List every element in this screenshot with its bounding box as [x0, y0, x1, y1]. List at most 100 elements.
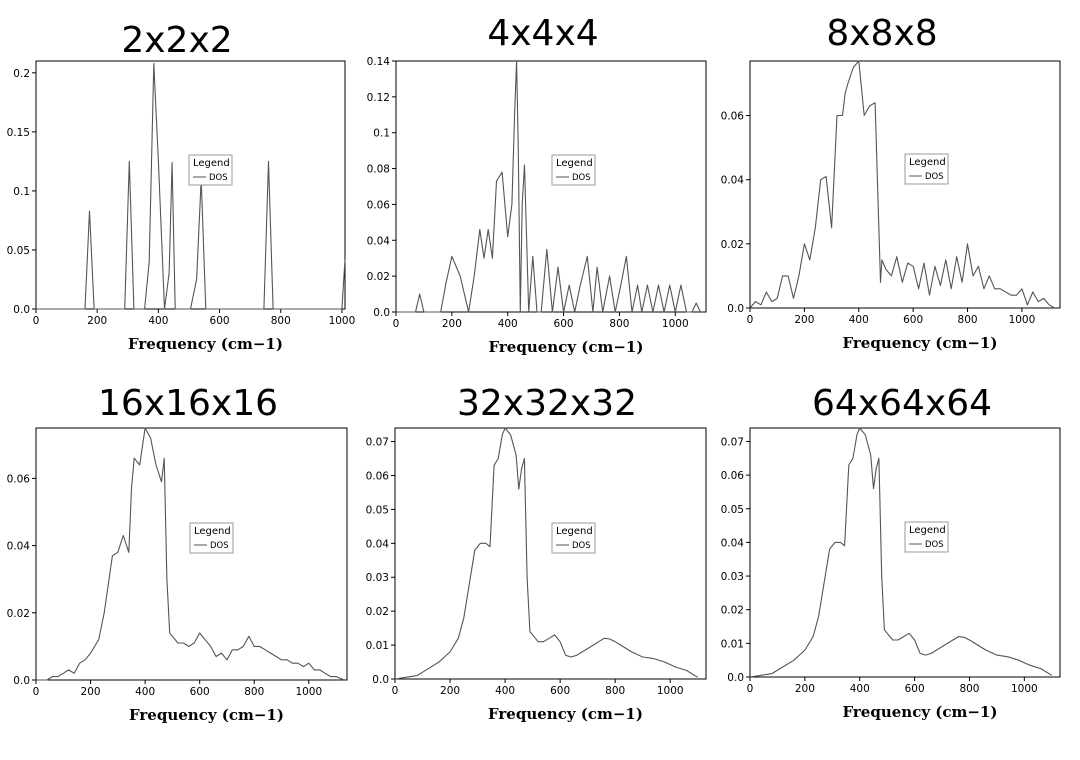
- chart-panel-32x32x32: 32x32x32 0 200 400 600 800 1000 0.0 0.01 0.02 0.03…: [366, 383, 707, 723]
- y-tick-label: 0.03: [366, 572, 389, 584]
- y-tick-label: 0.06: [367, 199, 391, 211]
- plot-frame: [749, 60, 1061, 309]
- x-axis-label: Frequency (cm−1): [489, 338, 644, 356]
- y-tick-label: 0.04: [366, 538, 390, 550]
- x-tick-label: 600: [905, 683, 925, 695]
- y-tick-label: 0.02: [367, 271, 390, 283]
- legend-box: [189, 522, 234, 554]
- y-tick-label: 0.0: [372, 674, 389, 686]
- x-tick-label: 0: [33, 686, 40, 698]
- y-tick-label: 0.01: [721, 638, 744, 650]
- y-tick-label: 0.04: [721, 537, 745, 549]
- plot-frame: [35, 427, 348, 681]
- y-tick-label: 0.06: [7, 473, 31, 485]
- legend-title: Legend: [556, 158, 593, 169]
- y-tick-label: 0.0: [373, 307, 390, 319]
- plot-frame: [394, 427, 707, 680]
- y-tick-label: 0.08: [367, 164, 390, 176]
- x-tick-label: 0: [393, 318, 400, 330]
- x-axis-label: Frequency (cm−1): [128, 335, 283, 353]
- x-tick-label: 400: [495, 685, 515, 697]
- series-line-dos: [36, 427, 345, 681]
- x-tick-label: 1000: [329, 315, 356, 327]
- x-tick-label: 200: [795, 683, 815, 695]
- plot-frame: [749, 427, 1061, 678]
- legend-entry-dos: DOS: [210, 541, 229, 551]
- x-tick-label: 200: [87, 315, 107, 327]
- chart-title: 2x2x2: [121, 20, 232, 61]
- legend: Legend DOS: [551, 522, 596, 554]
- y-tick-label: 0.0: [727, 672, 744, 684]
- legend: Legend DOS: [189, 522, 234, 554]
- x-tick-label: 800: [605, 685, 625, 697]
- x-tick-label: 600: [210, 315, 230, 327]
- series-line-dos: [749, 427, 1053, 678]
- y-tick-label: 0.05: [721, 504, 744, 516]
- x-tick-label: 800: [271, 315, 291, 327]
- plot-frame: [395, 60, 707, 313]
- chart-panel-64x64x64: 64x64x64 0 200 400 600 800 1000 0.0 0.01 0.02 0.03…: [721, 383, 1061, 721]
- x-axis-label: Frequency (cm−1): [129, 706, 284, 724]
- legend-title: Legend: [909, 525, 946, 536]
- y-tick-label: 0.1: [373, 128, 390, 140]
- x-axis-label: Frequency (cm−1): [843, 334, 998, 352]
- chart-title: 32x32x32: [457, 383, 637, 424]
- legend-box: [551, 154, 596, 186]
- y-tick-label: 0.04: [367, 235, 391, 247]
- legend: Legend DOS: [188, 154, 233, 186]
- y-tick-label: 0.06: [721, 470, 745, 482]
- x-tick-label: 800: [959, 683, 979, 695]
- y-tick-label: 0.02: [721, 605, 744, 617]
- legend-box: [904, 521, 949, 553]
- legend-box: [551, 522, 596, 554]
- y-tick-label: 0.05: [366, 504, 389, 516]
- x-tick-label: 600: [550, 685, 570, 697]
- y-tick-label: 0.04: [721, 175, 745, 187]
- y-tick-label: 0.02: [366, 606, 389, 618]
- y-tick-label: 0.07: [721, 436, 744, 448]
- y-tick-label: 0.07: [366, 437, 389, 449]
- x-tick-label: 0: [33, 315, 40, 327]
- x-axis-label: Frequency (cm−1): [488, 705, 643, 723]
- y-tick-label: 0.06: [721, 111, 745, 123]
- chart-title: 4x4x4: [487, 13, 598, 54]
- chart-panel-8x8x8: 8x8x8 0 200 400 600 800 1000 0.0 0.02 0.04 0.06 Fre…: [721, 13, 1061, 352]
- x-tick-label: 400: [148, 315, 168, 327]
- legend-title: Legend: [193, 158, 230, 169]
- y-tick-label: 0.1: [13, 186, 30, 198]
- x-tick-label: 1000: [1011, 683, 1038, 695]
- x-tick-label: 400: [849, 314, 869, 326]
- x-tick-label: 200: [81, 686, 101, 698]
- x-tick-label: 0: [747, 314, 754, 326]
- legend-title: Legend: [556, 526, 593, 537]
- y-tick-label: 0.14: [367, 56, 391, 68]
- x-tick-label: 0: [392, 685, 399, 697]
- x-tick-label: 400: [850, 683, 870, 695]
- x-tick-label: 200: [442, 318, 462, 330]
- y-tick-label: 0.04: [7, 541, 31, 553]
- y-tick-label: 0.0: [13, 675, 30, 687]
- chart-panel-2x2x2: 2x2x2 0 200 400 600 800 1000 0.0 0.05 0.1 0.15 0.2 F…: [7, 20, 356, 353]
- legend-title: Legend: [194, 526, 231, 537]
- x-tick-label: 1000: [662, 318, 689, 330]
- chart-title: 64x64x64: [812, 383, 992, 424]
- legend-entry-dos: DOS: [925, 172, 944, 182]
- x-axis-label: Frequency (cm−1): [843, 703, 998, 721]
- series-line-dos: [749, 60, 1055, 309]
- legend: Legend DOS: [904, 521, 949, 553]
- x-tick-label: 800: [609, 318, 629, 330]
- y-tick-label: 0.02: [7, 608, 30, 620]
- chart-title: 16x16x16: [98, 383, 278, 424]
- x-tick-label: 1000: [1009, 314, 1036, 326]
- series-line-dos: [36, 62, 346, 310]
- y-tick-label: 0.12: [367, 92, 390, 104]
- y-tick-label: 0.05: [7, 245, 30, 257]
- legend-entry-dos: DOS: [572, 173, 591, 183]
- x-tick-label: 800: [244, 686, 264, 698]
- x-tick-label: 1000: [657, 685, 684, 697]
- y-tick-label: 0.06: [366, 470, 390, 482]
- y-tick-label: 0.02: [721, 239, 744, 251]
- legend-entry-dos: DOS: [209, 173, 228, 183]
- legend-box: [904, 153, 949, 185]
